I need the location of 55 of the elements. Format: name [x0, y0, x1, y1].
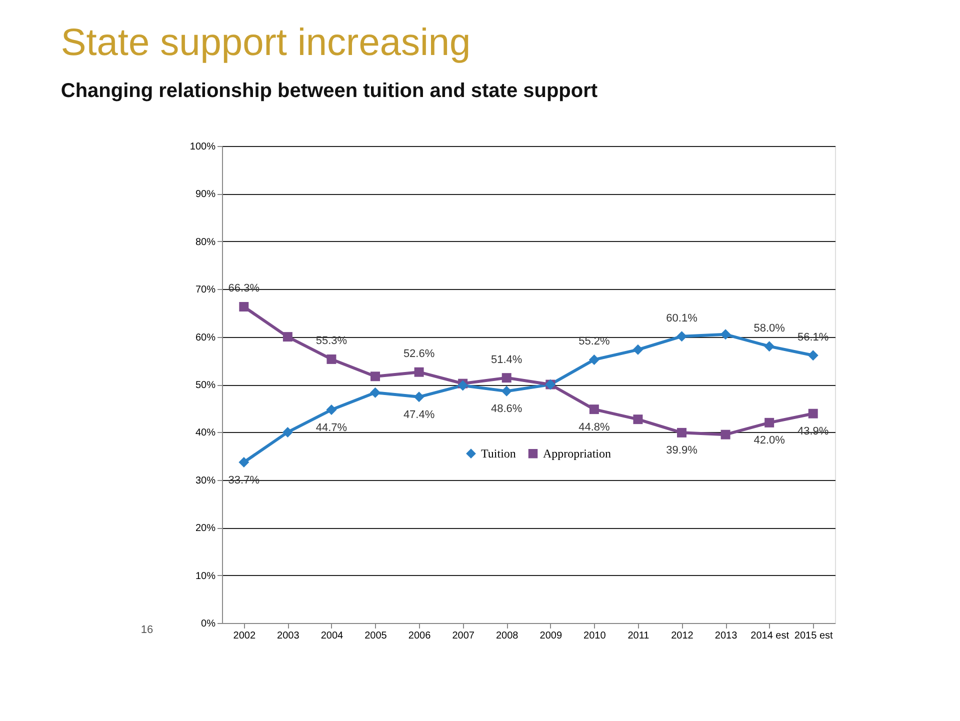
point	[588, 354, 600, 365]
point	[326, 404, 337, 416]
data-label: 44.7%	[316, 422, 348, 434]
y-tick-label: 50%	[195, 380, 216, 391]
point	[676, 331, 687, 342]
text: 16	[140, 624, 154, 636]
point	[764, 341, 775, 352]
legend-label: Tuition	[481, 446, 516, 461]
chart-subtitle: Changing relationship between tuition and state support	[60, 80, 598, 102]
y-tick-label: 100%	[190, 142, 216, 152]
point	[632, 344, 644, 355]
x-tick-label: 2003	[277, 630, 300, 642]
point	[458, 380, 468, 391]
data-label: 52.6%	[403, 348, 435, 360]
x-tick-label: 2013	[714, 630, 738, 642]
y-tick-label: 60%	[195, 332, 216, 344]
y-tick-label: 0%	[201, 618, 216, 630]
y-tick-label: 90%	[195, 189, 216, 200]
point	[414, 392, 424, 402]
chart-title: State support increasing	[60, 22, 471, 64]
x-tick-label: 2011	[628, 630, 650, 642]
data-label: 51.4%	[491, 354, 522, 366]
data-label: 55.2%	[578, 336, 610, 348]
point	[370, 387, 380, 398]
point	[501, 386, 512, 396]
x-tick-label: 2004	[320, 630, 344, 642]
point	[238, 457, 250, 468]
y-tick-label: 20%	[195, 523, 216, 534]
data-label: 42.0%	[754, 434, 786, 447]
data-label: 60.1%	[666, 312, 698, 324]
x-tick-label: 2010	[584, 630, 606, 642]
x-tick-label: 2008	[496, 630, 519, 642]
x-tick-label: 2009	[540, 630, 562, 642]
data-label: 48.6%	[491, 403, 522, 416]
x-tick-label: 2007	[452, 630, 475, 642]
legend-label: Appropriation	[543, 446, 611, 461]
x-tick-label: 2015 est	[794, 630, 834, 642]
data-label: 55.3%	[316, 335, 348, 348]
data-label: 58.0%	[754, 322, 786, 334]
y-tick-label: 30%	[195, 475, 216, 486]
x-tick-label: 2014 est	[750, 630, 790, 642]
point	[282, 426, 293, 438]
y-tick-label: 80%	[195, 236, 216, 248]
data-label: 44.8%	[578, 421, 610, 434]
data-label: 39.9%	[666, 444, 698, 457]
x-tick-label: 2005	[364, 630, 388, 642]
data-label: 47.4%	[403, 408, 435, 421]
point	[808, 350, 818, 361]
y-tick-label: 10%	[195, 570, 216, 582]
x-tick-label: 2002	[233, 630, 256, 642]
y-tick-label: 70%	[195, 284, 216, 296]
x-tick-label: 2012	[671, 630, 694, 642]
point	[720, 329, 731, 340]
x-tick-label: 2006	[408, 630, 432, 642]
y-tick-label: 40%	[195, 428, 216, 439]
